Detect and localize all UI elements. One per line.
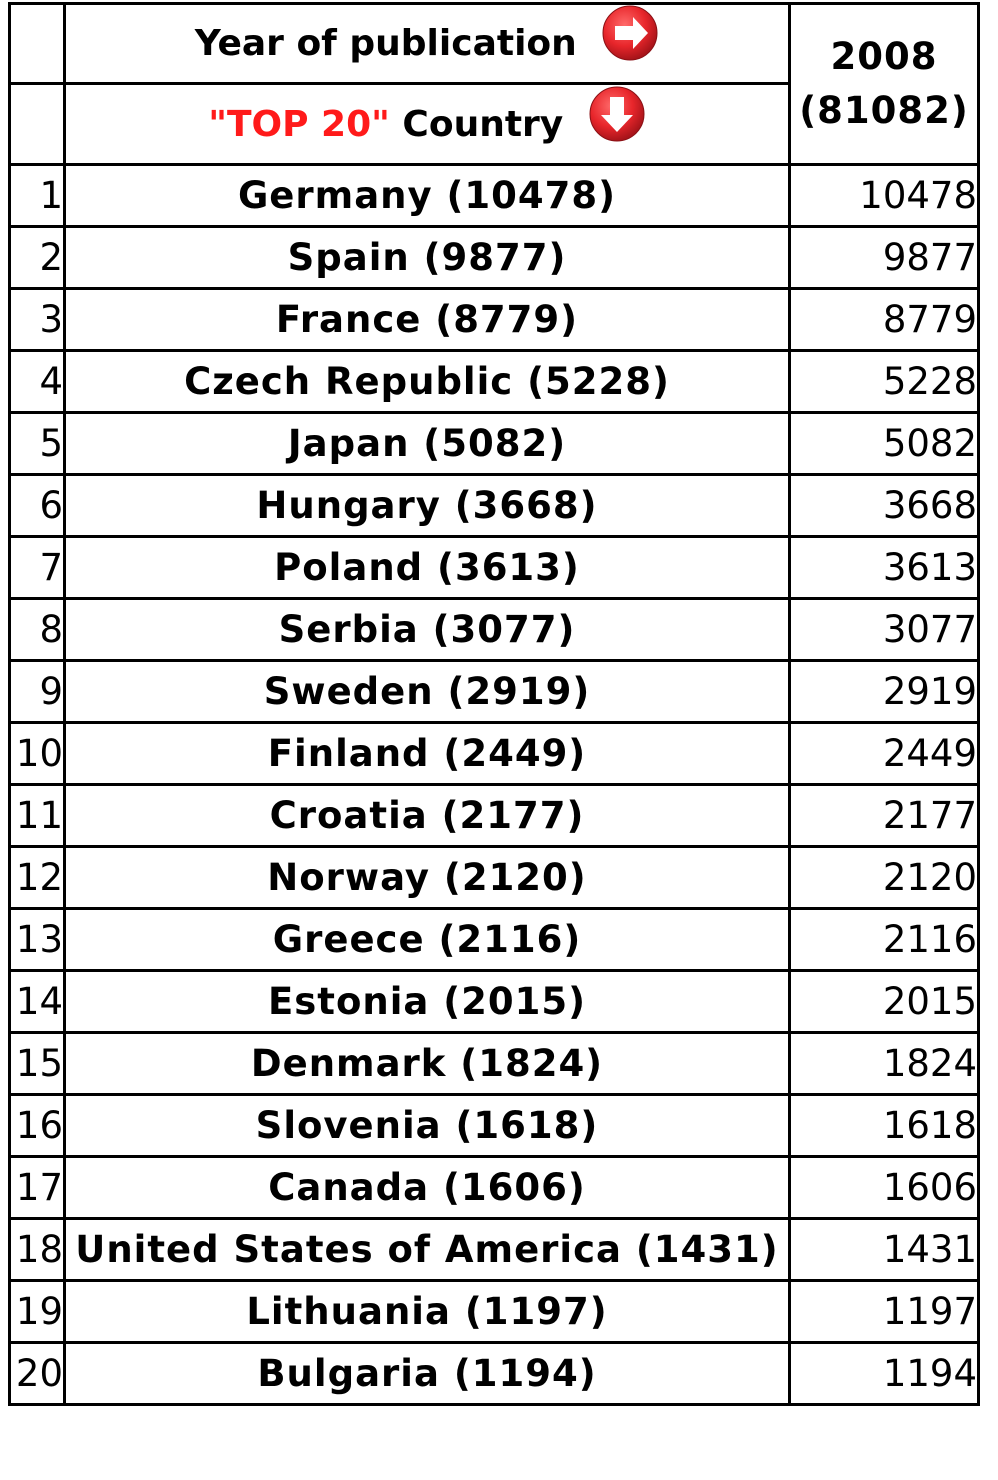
circle-arrow-down-icon[interactable] [588,86,646,152]
year-total: (81082) [799,89,969,132]
rank-cell: 2 [8,225,66,290]
table-row: 4 Czech Republic (5228) 5228 [8,349,980,414]
top20-label: "TOP 20" [208,103,390,145]
rank-cell: 12 [8,845,66,910]
year-of-publication-label: Year of publication [194,23,577,64]
table-row: 13 Greece (2116) 2116 [8,907,980,972]
table-row: 8 Serbia (3077) 3077 [8,597,980,662]
rank-cell: 5 [8,411,66,476]
table-row: 15 Denmark (1824) 1824 [8,1031,980,1096]
country-cell: Hungary (3668) [63,473,791,538]
rank-cell: 20 [8,1341,66,1406]
rank-cell: 11 [8,783,66,848]
country-cell: Sweden (2919) [63,659,791,724]
country-cell: Poland (3613) [63,535,791,600]
country-cell: Denmark (1824) [63,1031,791,1096]
value-cell: 2015 [788,969,980,1034]
rank-cell: 3 [8,287,66,352]
table-row: 3 France (8779) 8779 [8,287,980,352]
value-cell: 1197 [788,1279,980,1344]
table-row: 14 Estonia (2015) 2015 [8,969,980,1034]
value-cell: 2449 [788,721,980,786]
value-cell: 5228 [788,349,980,414]
table-row: 1 Germany (10478) 10478 [8,163,980,228]
rank-cell: 4 [8,349,66,414]
country-cell: Croatia (2177) [63,783,791,848]
value-cell: 2120 [788,845,980,910]
table-row: 12 Norway (2120) 2120 [8,845,980,910]
country-cell: Finland (2449) [63,721,791,786]
rank-cell: 7 [8,535,66,600]
value-cell: 1618 [788,1093,980,1158]
value-cell: 2116 [788,907,980,972]
table-row: 11 Croatia (2177) 2177 [8,783,980,848]
top20-country-header: "TOP 20" Country [63,82,791,166]
country-cell: Japan (5082) [63,411,791,476]
value-cell: 10478 [788,163,980,228]
table-row: 17 Canada (1606) 1606 [8,1155,980,1220]
value-cell: 2919 [788,659,980,724]
table-row: 20 Bulgaria (1194) 1194 [8,1341,980,1406]
table-row: 9 Sweden (2919) 2919 [8,659,980,724]
value-cell: 1194 [788,1341,980,1406]
rank-cell: 1 [8,163,66,228]
table-row: 18 United States of America (1431) 1431 [8,1217,980,1282]
country-cell: Greece (2116) [63,907,791,972]
header-empty-cell [8,2,66,85]
country-cell: Slovenia (1618) [63,1093,791,1158]
value-cell: 1824 [788,1031,980,1096]
country-cell: Canada (1606) [63,1155,791,1220]
rank-cell: 18 [8,1217,66,1282]
value-cell: 9877 [788,225,980,290]
country-cell: United States of America (1431) [63,1217,791,1282]
rank-cell: 9 [8,659,66,724]
table-row: 10 Finland (2449) 2449 [8,721,980,786]
ranking-table: Year of publication [8,2,980,1406]
value-cell: 2177 [788,783,980,848]
country-cell: Bulgaria (1194) [63,1341,791,1406]
country-cell: Serbia (3077) [63,597,791,662]
year-of-publication-header: Year of publication [63,2,791,85]
table-row: 2 Spain (9877) 9877 [8,225,980,290]
rank-cell: 6 [8,473,66,538]
country-cell: France (8779) [63,287,791,352]
country-cell: Lithuania (1197) [63,1279,791,1344]
value-cell: 3077 [788,597,980,662]
value-cell: 1606 [788,1155,980,1220]
year-value: 2008 [830,35,938,78]
header-row-country: "TOP 20" Country [8,82,979,166]
header-empty-cell [8,82,66,166]
value-cell: 8779 [788,287,980,352]
value-cell: 3613 [788,535,980,600]
country-cell: Spain (9877) [63,225,791,290]
header-row-year: Year of publication [8,2,980,166]
year-column-header: 2008 (81082) [788,2,980,166]
table-row: 16 Slovenia (1618) 1618 [8,1093,980,1158]
circle-arrow-right-icon[interactable] [601,6,659,72]
rank-cell: 8 [8,597,66,662]
table-row: 19 Lithuania (1197) 1197 [8,1279,980,1344]
rank-cell: 17 [8,1155,66,1220]
country-cell: Norway (2120) [63,845,791,910]
rank-cell: 13 [8,907,66,972]
table-row: 6 Hungary (3668) 3668 [8,473,980,538]
rank-cell: 19 [8,1279,66,1344]
country-cell: Germany (10478) [63,163,791,228]
value-cell: 5082 [788,411,980,476]
table-row: 5 Japan (5082) 5082 [8,411,980,476]
value-cell: 3668 [788,473,980,538]
table-row: 7 Poland (3613) 3613 [8,535,980,600]
country-label: Country [402,103,564,145]
rank-cell: 14 [8,969,66,1034]
value-cell: 1431 [788,1217,980,1282]
country-cell: Estonia (2015) [63,969,791,1034]
rank-cell: 10 [8,721,66,786]
rank-cell: 15 [8,1031,66,1096]
rank-cell: 16 [8,1093,66,1158]
country-cell: Czech Republic (5228) [63,349,791,414]
